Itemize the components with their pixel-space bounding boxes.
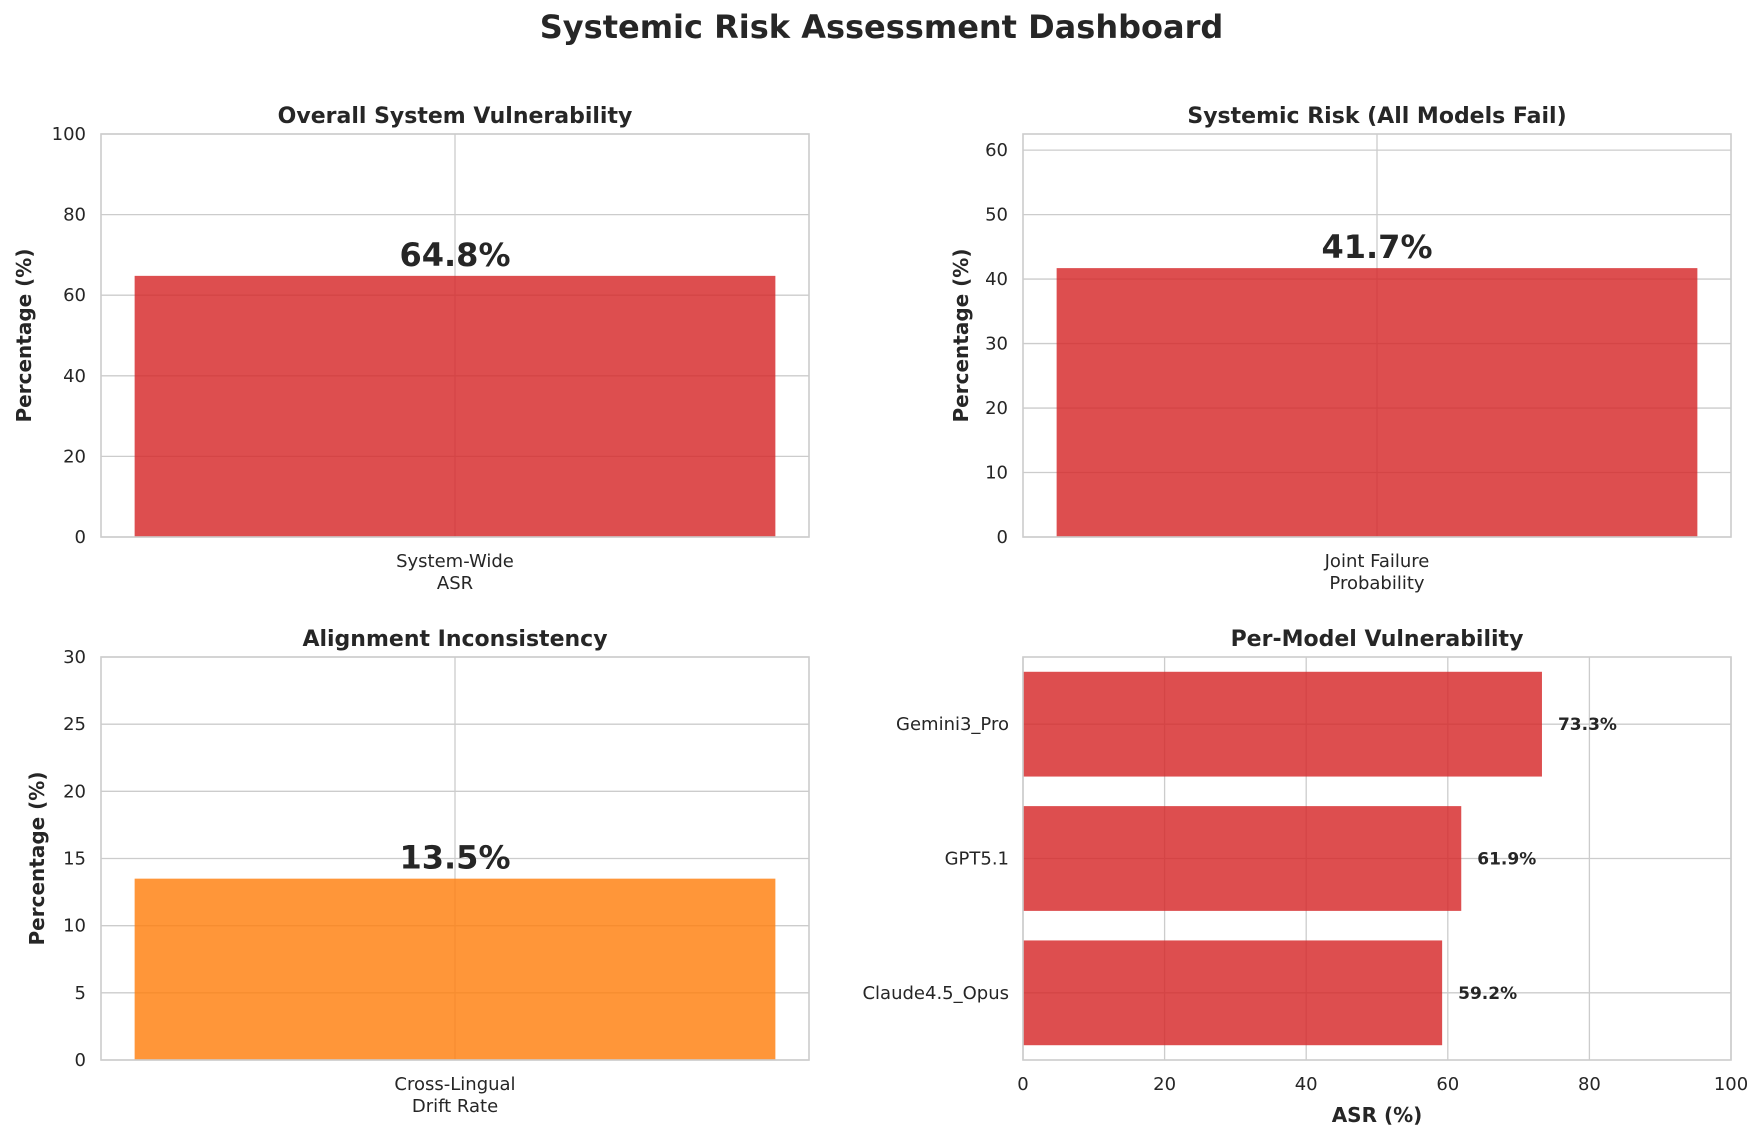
tick-label-line: Probability [1329, 573, 1424, 594]
bar-value-label: 13.5% [399, 839, 510, 877]
bar-value-label: 61.9% [1477, 850, 1536, 870]
y-tick-label: 15 [63, 849, 86, 870]
y-tick-label: 20 [985, 398, 1008, 419]
y-tick-label: 30 [63, 647, 86, 668]
x-tick-label: Joint Failure Probability [1324, 551, 1430, 594]
bar-value [134, 878, 776, 1060]
bar-value-label: 41.7% [1321, 228, 1432, 266]
y-tick-label: 25 [63, 714, 86, 735]
chart-title: Overall System Vulnerability [278, 104, 633, 129]
x-tick-label: 60 [1436, 1074, 1459, 1095]
plot-frame [100, 133, 810, 538]
y-tick-label: 40 [63, 366, 86, 387]
chart-panel-1: Overall System Vulnerability 0 20 40 60 80 100… [12, 104, 810, 594]
y-tick-label: 100 [52, 124, 86, 145]
bar-value [1056, 268, 1698, 537]
y-tick-label: 20 [63, 781, 86, 802]
y-tick-label: 60 [985, 140, 1008, 161]
plot-frame [1022, 656, 1732, 1061]
chart-panel-3: Alignment Inconsistency 0 5 10 15 20 25 30 13.5%… [25, 627, 810, 1117]
y-tick-label: 10 [63, 916, 86, 937]
y-tick-label: 20 [63, 446, 86, 467]
chart-title: Alignment Inconsistency [302, 627, 607, 652]
y-tick-label: 80 [63, 205, 86, 226]
y-axis-label: Percentage (%) [12, 249, 36, 423]
x-tick-label: 80 [1578, 1074, 1601, 1095]
chart-panel-4: Per-Model Vulnerability 0 20 40 60 80 100 Gemin… [862, 627, 1748, 1127]
bar-claude4-5-opus [1023, 940, 1443, 1046]
y-tick-label: Claude4.5_Opus [862, 983, 1009, 1004]
bar-value-label: 64.8% [399, 236, 510, 274]
y-axis-label: Percentage (%) [949, 249, 973, 423]
y-tick-label: 0 [75, 1050, 86, 1071]
tick-label-line: Cross-Lingual [394, 1074, 515, 1095]
y-tick-label: 40 [985, 269, 1008, 290]
y-tick-label: 5 [75, 983, 86, 1004]
y-tick-label: 50 [985, 205, 1008, 226]
chart-title: Per-Model Vulnerability [1231, 627, 1524, 652]
y-tick-label: 30 [985, 334, 1008, 355]
bar-gpt5-1 [1023, 806, 1462, 911]
y-tick-label: 60 [63, 285, 86, 306]
y-tick-label: 0 [997, 527, 1008, 548]
x-tick-label: 0 [1017, 1074, 1028, 1095]
x-tick-label: 40 [1295, 1074, 1318, 1095]
x-axis-label: ASR (%) [1332, 1103, 1423, 1127]
x-tick-label: System-Wide ASR [396, 551, 514, 594]
tick-label-line: System-Wide [396, 551, 514, 572]
tick-label-line: ASR [437, 573, 473, 594]
tick-label-line: Joint Failure [1324, 551, 1430, 572]
y-tick-label: Gemini3_Pro [896, 714, 1009, 735]
plot-frame [100, 656, 810, 1061]
plot-frame [1022, 133, 1732, 538]
y-tick-label: 0 [75, 527, 86, 548]
x-tick-label: 100 [1714, 1074, 1748, 1095]
x-tick-label: Cross-Lingual Drift Rate [394, 1074, 515, 1117]
chart-title: Systemic Risk (All Models Fail) [1187, 104, 1566, 129]
tick-label-line: Drift Rate [412, 1096, 498, 1117]
bar-value [134, 275, 776, 537]
bar-value-label: 73.3% [1558, 715, 1617, 735]
y-tick-label: 10 [985, 463, 1008, 484]
x-tick-label: 20 [1153, 1074, 1176, 1095]
chart-panel-2: Systemic Risk (All Models Fail) 0 10 20 30 40… [949, 104, 1732, 594]
y-tick-label: GPT5.1 [945, 849, 1009, 870]
y-axis-label: Percentage (%) [25, 772, 49, 946]
bar-value-label: 59.2% [1458, 984, 1517, 1004]
bar-gemini3-pro [1023, 671, 1542, 777]
dashboard-title: Systemic Risk Assessment Dashboard [539, 8, 1224, 46]
